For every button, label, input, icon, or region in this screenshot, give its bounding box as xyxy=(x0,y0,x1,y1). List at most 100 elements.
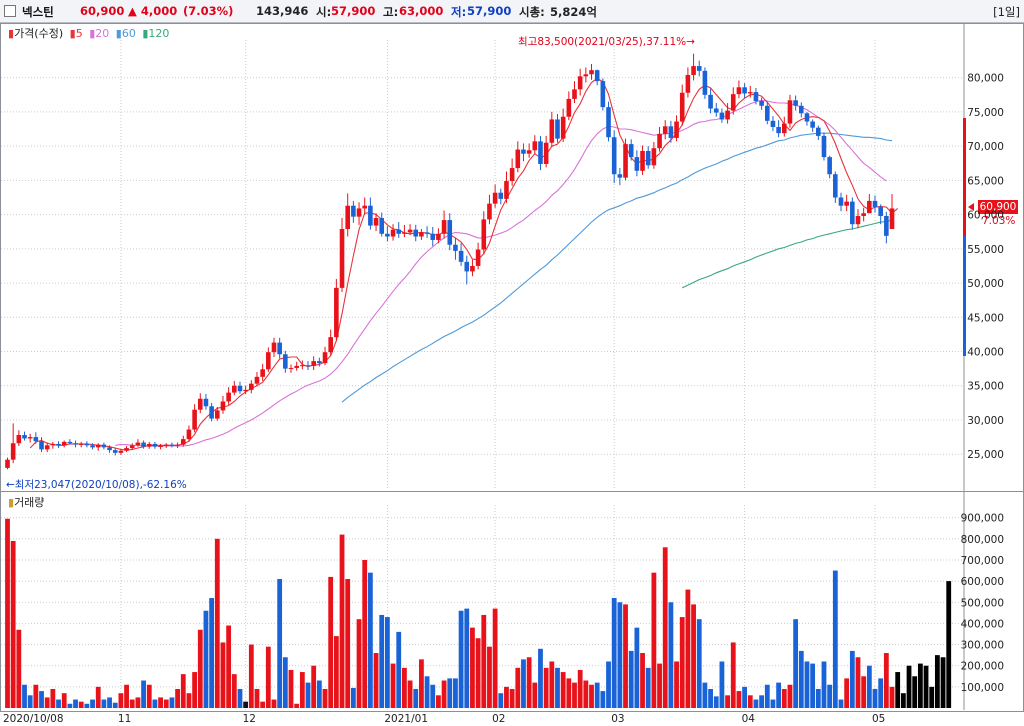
candle-body xyxy=(266,352,271,370)
low-value: 57,900 xyxy=(467,4,512,18)
mcap-value: 5,824억 xyxy=(550,5,597,19)
volume-bar xyxy=(129,699,135,708)
price-legend-label: 가격(수정) xyxy=(14,27,64,40)
candle-body xyxy=(844,201,849,206)
candle-body xyxy=(889,208,895,229)
volume-bar xyxy=(753,699,759,708)
volume-tick-label: 100,000 xyxy=(961,682,1004,694)
volume-bar xyxy=(651,572,657,708)
volume-bar xyxy=(84,703,90,708)
candle-body xyxy=(577,76,583,90)
candle-body xyxy=(175,444,180,446)
candle-body xyxy=(441,220,447,234)
candle-body xyxy=(668,126,674,138)
volume-bar xyxy=(379,614,385,708)
candle-body xyxy=(141,442,146,447)
candle-body xyxy=(838,197,844,206)
volume-bar xyxy=(577,669,583,708)
header-bar: 넥스틴 60,900 ▲ 4,000 (7.03%) 143,946 시: 57… xyxy=(0,0,1024,23)
volume-bar xyxy=(299,672,305,708)
candle-body xyxy=(764,105,770,121)
candle-body xyxy=(78,443,84,445)
candle-body xyxy=(515,149,521,169)
candle-body xyxy=(708,94,713,109)
volume-bar xyxy=(560,672,566,708)
volume-bar xyxy=(458,610,464,708)
volume-bar xyxy=(311,665,317,708)
volume-bar xyxy=(33,684,39,708)
candle-body xyxy=(804,113,810,122)
volume-bar xyxy=(475,638,481,708)
candle-body xyxy=(685,74,691,93)
volume-bar xyxy=(16,629,22,708)
candle-body xyxy=(747,92,753,94)
candle-body xyxy=(651,148,657,166)
candle-body xyxy=(203,398,209,407)
ma5-legend-label: 5 xyxy=(75,27,83,40)
candle-body xyxy=(850,201,855,225)
candle-body xyxy=(719,112,725,120)
volume-bar xyxy=(243,701,249,708)
x-tick-label: 2021/01 xyxy=(384,713,428,725)
candle-body xyxy=(810,121,815,128)
candle-body xyxy=(855,215,861,225)
candle-body xyxy=(713,108,719,113)
volume-bar xyxy=(787,684,793,708)
candle-body xyxy=(662,126,668,134)
volume-bar xyxy=(322,688,328,708)
volume-bar xyxy=(611,598,617,708)
select-checkbox[interactable] xyxy=(4,5,16,17)
candle-body xyxy=(300,365,305,367)
volume-bar xyxy=(305,682,311,708)
candle-body xyxy=(458,250,464,262)
candle-body xyxy=(373,218,379,226)
candle-body xyxy=(730,94,736,111)
volume-bar xyxy=(940,657,946,708)
volume-bar xyxy=(356,619,362,708)
candle-body xyxy=(158,445,163,447)
open-value: 57,900 xyxy=(331,4,376,18)
candle-body xyxy=(197,398,203,410)
candle-body xyxy=(470,265,475,272)
candle-body xyxy=(169,444,175,446)
volume-bar xyxy=(521,659,526,708)
volume-tick-label: 700,000 xyxy=(961,555,1004,567)
candle-body xyxy=(90,445,95,448)
candle-body xyxy=(84,443,90,446)
price-legend-marker: ▮ xyxy=(8,27,15,40)
volume-bar xyxy=(498,693,504,708)
volume-bar xyxy=(481,614,487,708)
candle-body xyxy=(560,116,566,139)
candle-body xyxy=(271,342,277,353)
ma60-line xyxy=(341,132,893,403)
candle-body xyxy=(16,435,22,444)
period-selector[interactable]: [1일] xyxy=(993,5,1020,19)
current-price-tag: 60,900 xyxy=(978,200,1018,214)
volume-bar xyxy=(271,699,277,708)
volume-bar xyxy=(90,699,95,708)
volume-bar xyxy=(509,688,515,708)
open-label: 시: xyxy=(316,5,332,19)
candle-body xyxy=(753,92,759,101)
ma20-legend-label: 20 xyxy=(95,27,110,40)
volume-bar xyxy=(152,699,158,708)
candle-body xyxy=(606,107,611,138)
candle-body xyxy=(487,203,492,220)
candle-body xyxy=(623,144,628,178)
candle-body xyxy=(594,70,600,82)
volume-bar xyxy=(390,663,396,708)
volume-bar xyxy=(815,688,821,708)
volume-bar xyxy=(906,665,912,708)
volume-bar xyxy=(849,650,855,708)
candle-body xyxy=(112,450,118,453)
volume-bar xyxy=(696,619,702,708)
day-range-down-band xyxy=(963,236,966,356)
volume-bar xyxy=(674,661,679,708)
volume-bar xyxy=(730,642,736,708)
volume-bar xyxy=(56,699,61,708)
current-pct-tag: 7.03% xyxy=(982,215,1016,227)
candle-body xyxy=(10,443,16,460)
candle-body xyxy=(232,385,237,393)
volume-bar xyxy=(889,686,895,708)
candle-body xyxy=(356,208,362,217)
